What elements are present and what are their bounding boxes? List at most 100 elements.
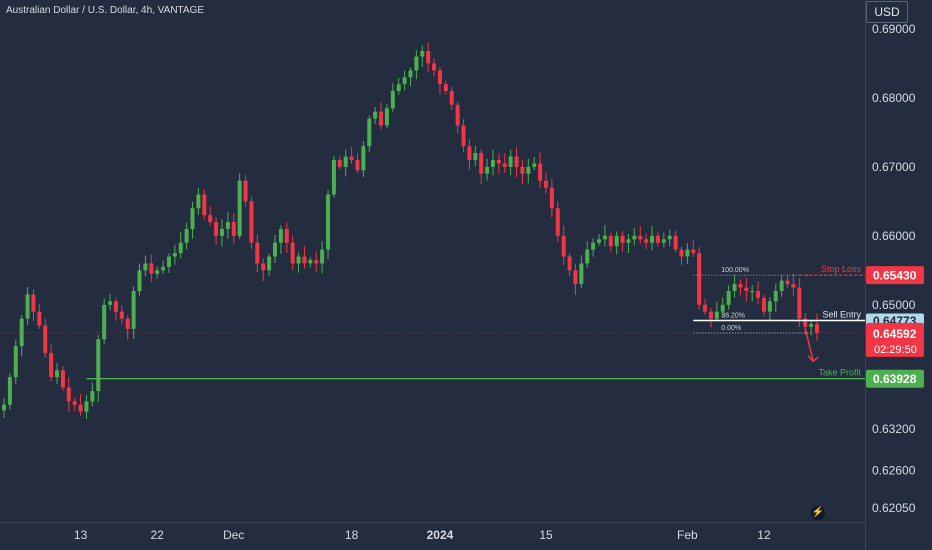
candle-body [791,284,796,288]
candle-body [7,377,12,405]
candle-body [779,280,784,291]
candle-body [773,290,778,302]
fib-level-label: 100.00% [721,267,749,274]
price-axis-tick: 0.62600 [872,463,916,477]
currency-button[interactable]: USD [866,1,908,23]
candle-body [544,180,548,188]
candle-body [367,118,372,147]
candle-body [2,404,6,411]
candle-body [732,284,737,291]
candle-body [49,353,54,378]
candle-body [320,249,325,264]
candle-body [161,266,166,271]
candle-body [273,242,277,257]
candle-body [667,235,672,240]
candle-body [479,153,484,174]
price-axis-separator [865,0,866,550]
candle-body [143,263,148,271]
candle-body [815,324,819,334]
candle-body [166,256,171,267]
candle-body [349,156,354,160]
candle-body [296,256,301,264]
candle-body [473,153,478,160]
candle-body [443,84,448,92]
candle-body [679,249,684,257]
candle-body [72,401,77,405]
candle-body [432,63,437,71]
candle-body [638,235,643,240]
candle-body [414,56,419,71]
candle-body [496,159,501,164]
candle-body [278,228,283,243]
candle-body [255,242,260,264]
candles-group [2,42,819,419]
candle-body [302,256,307,264]
candle-body [785,280,790,285]
projection-arrow [804,328,814,362]
candle-body [308,259,313,264]
candle-body [261,263,266,271]
candle-body [208,215,213,223]
candle-body [538,163,543,181]
candle-body [449,91,454,105]
candle-body [343,156,348,167]
candle-body [184,228,189,243]
trade-level-label: Take Profit [818,368,861,378]
candle-body [620,235,625,243]
price-axis-tick: 0.65000 [872,298,916,312]
candle-body [726,290,731,305]
candle-body [113,301,118,312]
candle-body [803,318,808,327]
price-axis-tick: 0.68000 [872,91,916,105]
candle-body [490,159,495,167]
candle-body [314,259,319,264]
candle-body [549,187,554,209]
candle-body [756,290,761,298]
time-axis-tick: 18 [345,528,359,542]
candle-body [396,84,401,92]
candle-body [125,318,130,329]
stop-loss-price-tag-bg [866,266,924,285]
candle-body [685,249,690,257]
candle-body [467,146,472,160]
candle-body [691,249,696,254]
candle-body [520,166,525,174]
candle-body [555,208,560,236]
candle-body [13,346,18,378]
price-axis-tick: 0.67000 [872,160,916,174]
candle-body [744,287,749,291]
candle-body [809,324,814,327]
take-profit-price-tag: 0.63928 [873,372,917,386]
candle-body [225,222,230,229]
candle-body [502,163,507,167]
candle-body [697,253,702,305]
candle-body [237,180,242,236]
last-price-tag-bg [866,322,924,357]
candle-body [119,311,124,319]
candle-body [532,163,537,167]
candle-body [137,270,142,291]
lightning-icon[interactable]: ⚡ [811,506,825,520]
candle-body [337,159,342,167]
candle-body [355,159,360,171]
candle-body [455,104,460,126]
candle-body [78,404,83,412]
candle-body [437,70,442,85]
last-price-tag: 0.64592 [873,327,917,341]
candle-body [96,339,101,391]
candle-body [25,294,30,319]
candle-body [485,166,490,174]
price-axis-tick: 0.66000 [872,229,916,243]
candle-body [373,111,378,119]
candle-body [767,301,772,312]
candle-body [149,263,154,274]
time-axis-tick: 2024 [427,528,454,542]
candle-body [720,304,725,312]
candle-body [408,70,413,78]
candle-body [178,242,183,254]
candle-body [402,77,407,85]
candle-body [661,239,666,243]
candle-body [267,256,272,271]
candle-body [426,51,431,64]
